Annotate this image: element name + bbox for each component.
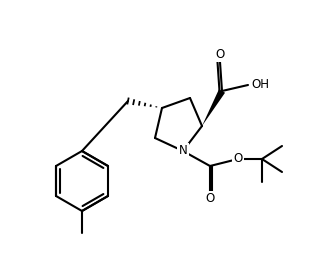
Text: OH: OH (251, 79, 269, 91)
Text: O: O (233, 152, 242, 165)
Text: O: O (215, 48, 225, 61)
Text: O: O (205, 192, 215, 205)
Polygon shape (202, 89, 225, 126)
Text: N: N (179, 144, 187, 157)
